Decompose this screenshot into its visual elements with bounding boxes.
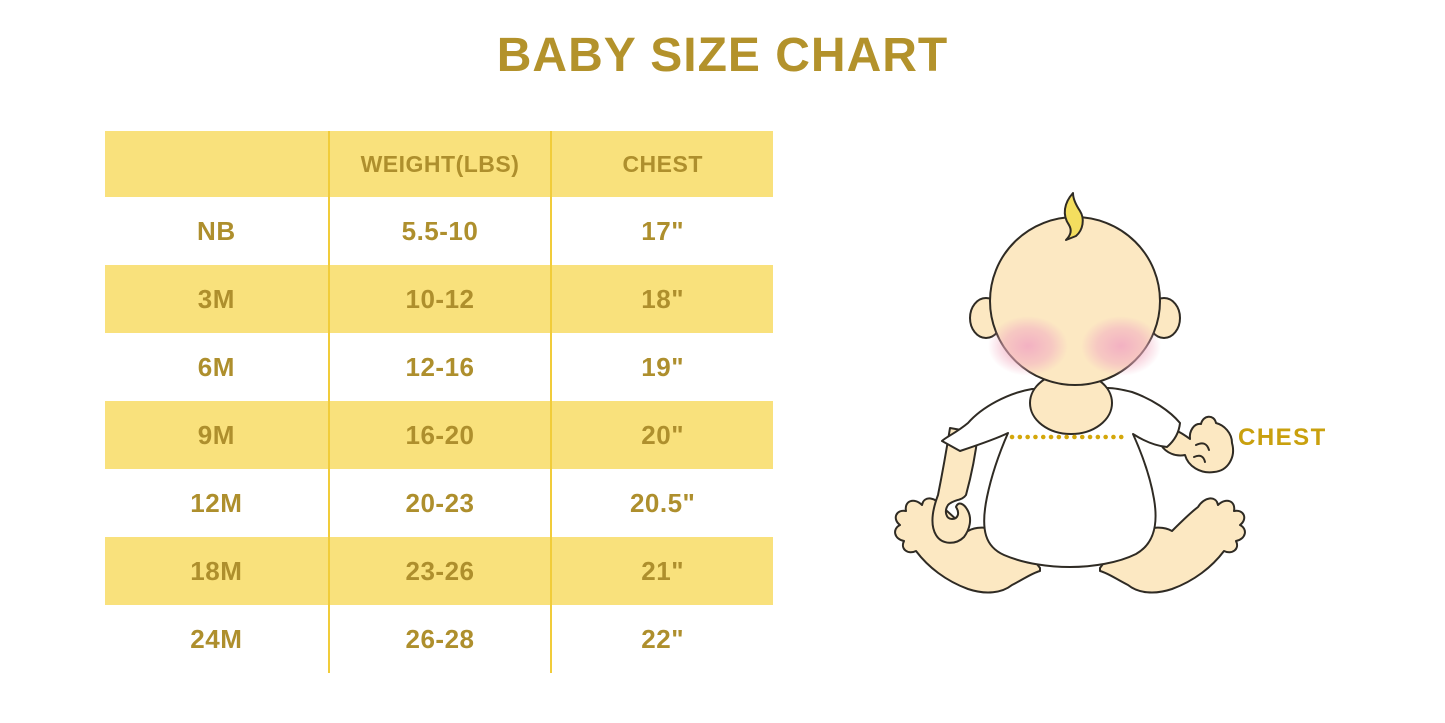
baby-illustration: CHEST <box>894 192 1325 594</box>
baby-right-cheek-blush <box>1081 316 1161 376</box>
cell-size-nb: NB <box>105 197 328 265</box>
page-title: BABY SIZE CHART <box>496 29 949 82</box>
baby-left-arm <box>931 427 979 544</box>
header-cell-size <box>105 131 328 197</box>
chest-label: CHEST <box>1238 424 1325 451</box>
cell-size-12m: 12M <box>105 469 328 537</box>
cell-chest-18m: 21" <box>550 537 773 605</box>
cell-size-6m: 6M <box>105 333 328 401</box>
cell-chest-nb: 17" <box>550 197 773 265</box>
cell-weight-24m: 26-28 <box>327 605 551 673</box>
size-table: WEIGHT(LBS) CHEST NB 5.5-10 17" 3M 10-12… <box>105 131 773 673</box>
baby-hair-curl <box>1063 192 1084 241</box>
cell-chest-12m: 20.5" <box>550 469 773 537</box>
baby-right-leg <box>1099 497 1246 594</box>
baby-left-cheek-blush <box>988 316 1068 376</box>
cell-size-24m: 24M <box>105 605 328 673</box>
cell-chest-6m: 19" <box>550 333 773 401</box>
cell-weight-18m: 23-26 <box>327 537 551 605</box>
baby-left-leg <box>894 497 1041 594</box>
cell-size-3m: 3M <box>105 265 328 333</box>
baby-fist-knuckles <box>1193 442 1210 463</box>
cell-size-18m: 18M <box>105 537 328 605</box>
cell-size-9m: 9M <box>105 401 328 469</box>
cell-weight-9m: 16-20 <box>327 401 551 469</box>
header-cell-chest: CHEST <box>550 131 773 197</box>
cell-chest-9m: 20" <box>550 401 773 469</box>
header-cell-weight: WEIGHT(LBS) <box>327 131 551 197</box>
cell-weight-3m: 10-12 <box>327 265 551 333</box>
cell-weight-nb: 5.5-10 <box>327 197 551 265</box>
cell-chest-24m: 22" <box>550 605 773 673</box>
cell-weight-6m: 12-16 <box>327 333 551 401</box>
cell-weight-12m: 20-23 <box>327 469 551 537</box>
cell-chest-3m: 18" <box>550 265 773 333</box>
baby-onesie <box>941 387 1181 568</box>
